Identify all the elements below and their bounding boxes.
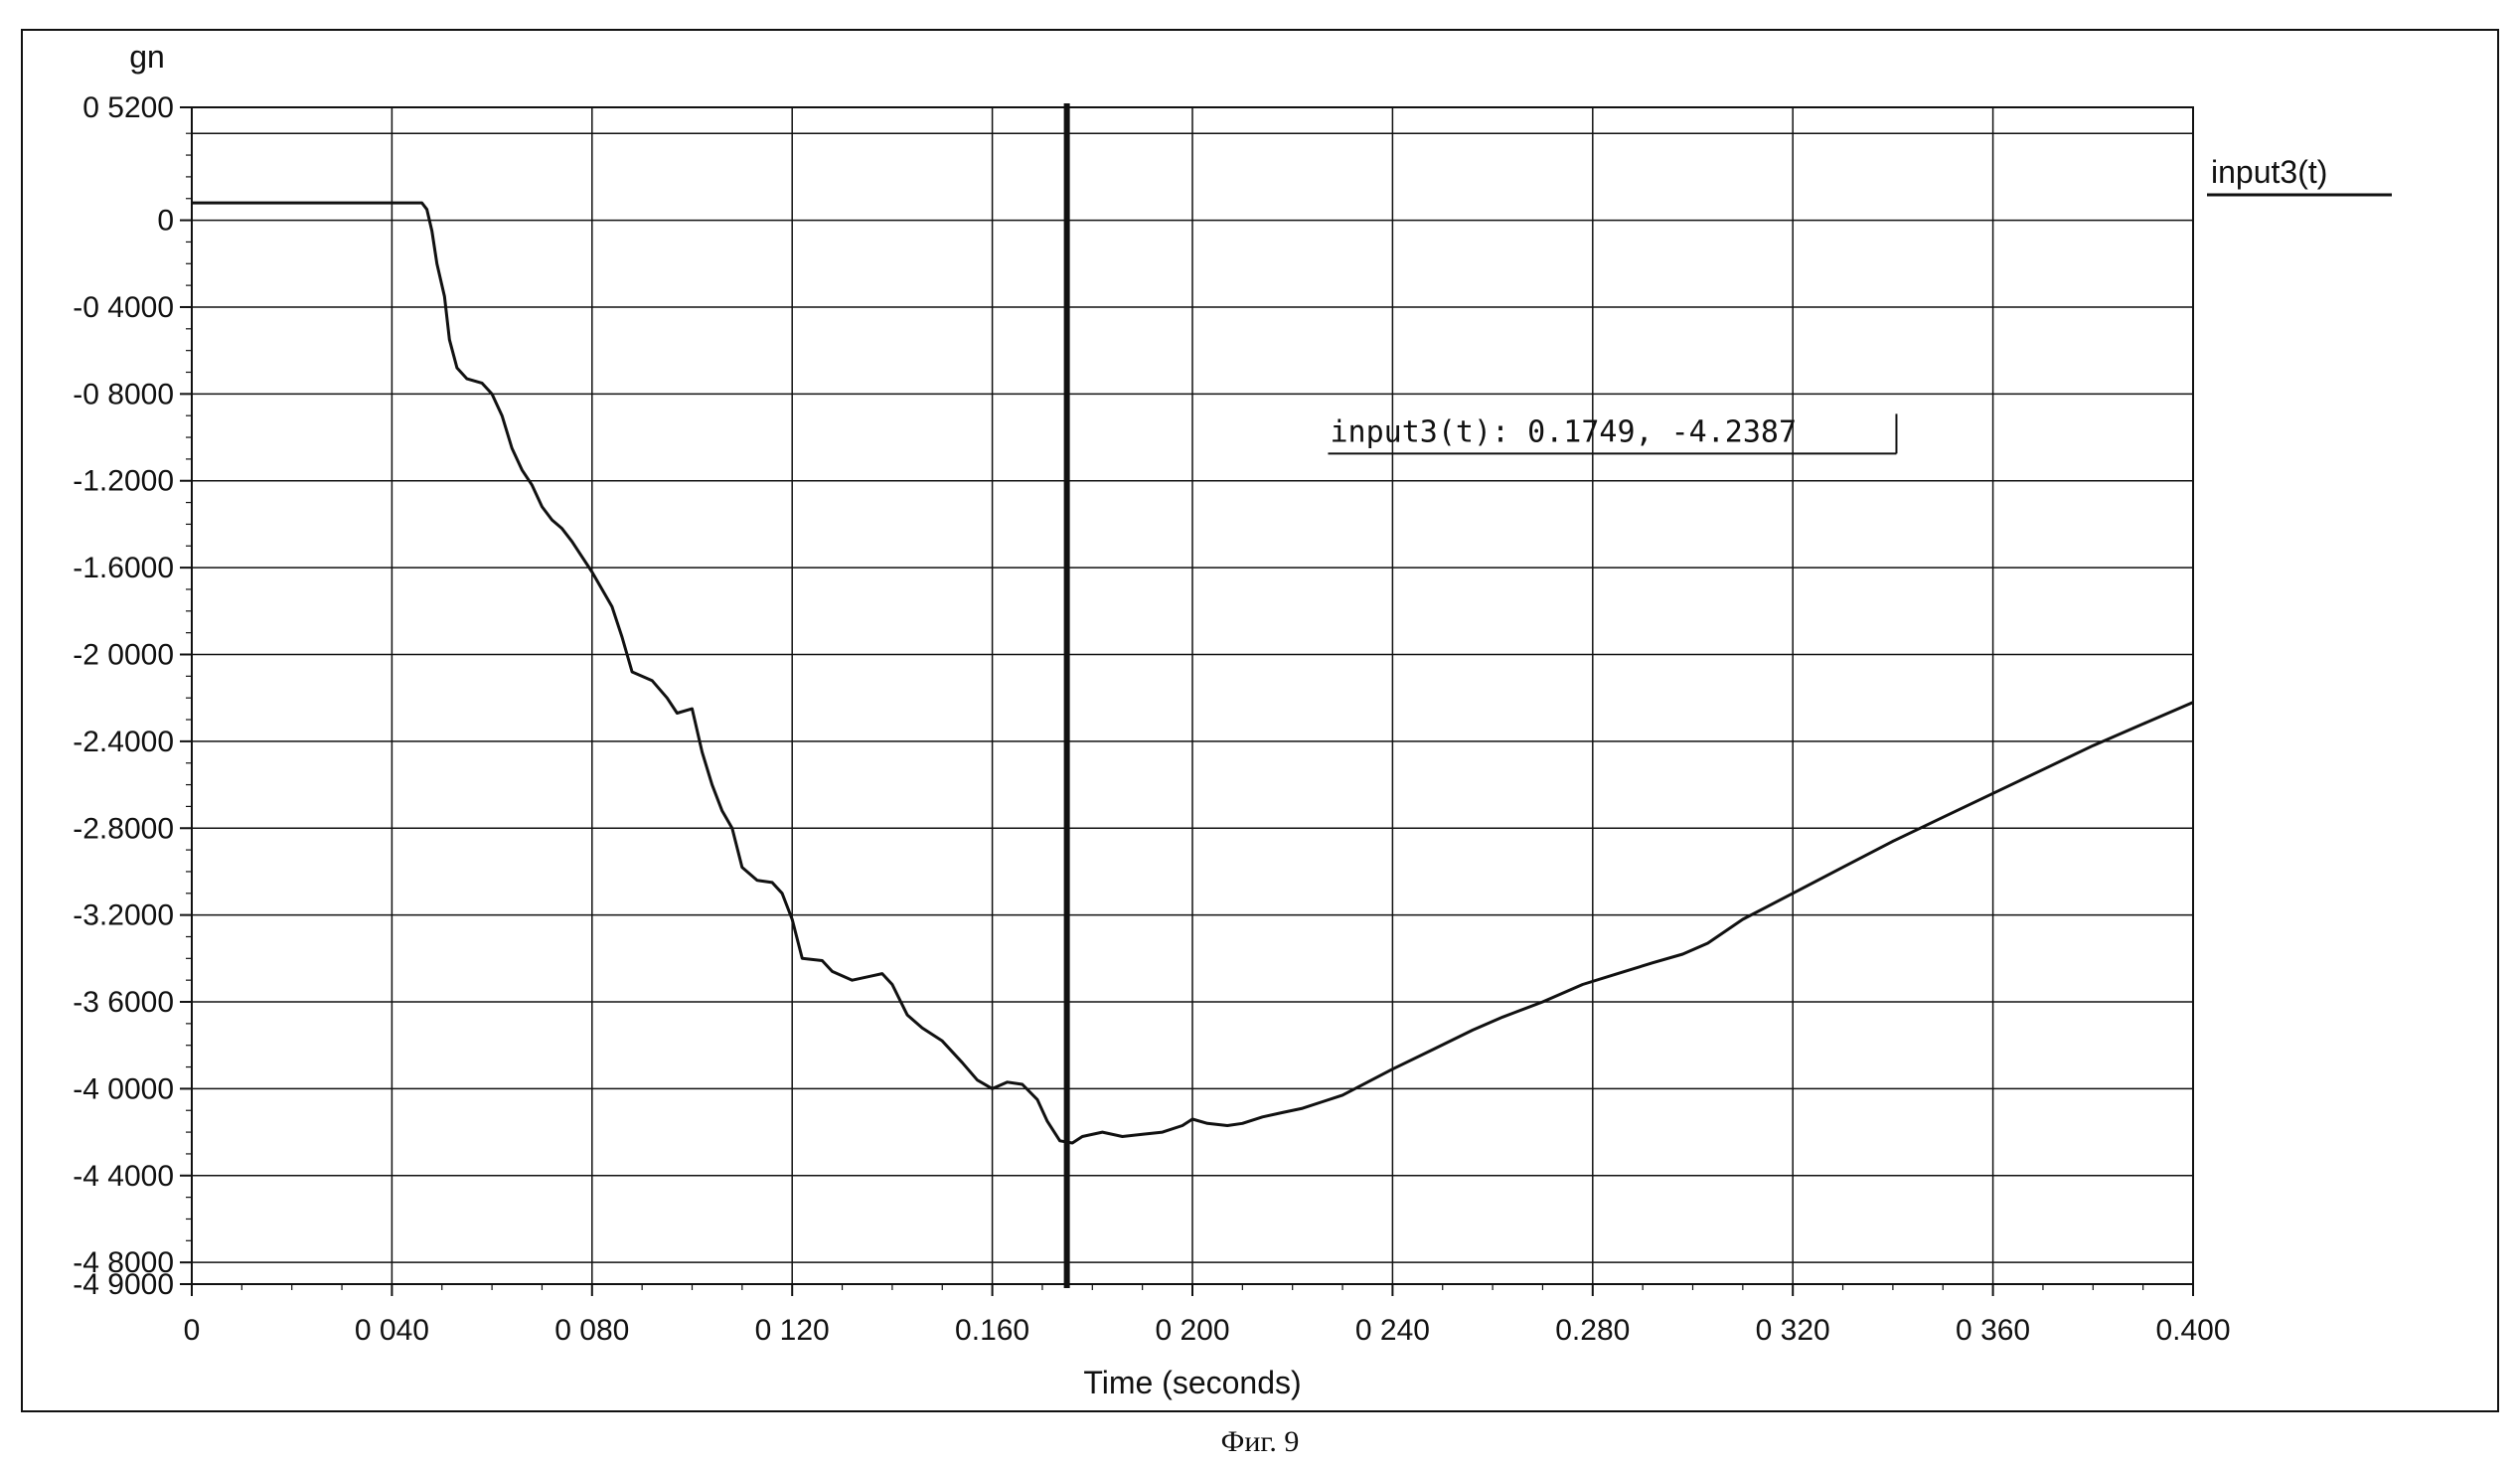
y-tick-label: -0 4000 xyxy=(73,291,174,324)
y-tick-label: -2 0000 xyxy=(73,638,174,671)
y-tick-label: -4 8000 xyxy=(73,1246,174,1279)
y-tick-label: -1.6000 xyxy=(73,552,174,584)
x-tick-label: 0 240 xyxy=(1355,1314,1430,1347)
series-lines xyxy=(192,201,2194,1145)
series-line-input3 xyxy=(192,201,2194,1145)
x-tick-label: 0 200 xyxy=(1155,1314,1229,1347)
y-tick-label: -4 0000 xyxy=(73,1072,174,1105)
x-tick-label: 0 040 xyxy=(355,1314,429,1347)
y-axis-label: gn xyxy=(129,39,165,75)
chart-outer-frame xyxy=(21,29,2499,1412)
y-tick-label: -4 4000 xyxy=(73,1160,174,1193)
figure-caption: Фиг. 9 xyxy=(1221,1425,1300,1458)
y-tick-label: -3 6000 xyxy=(73,986,174,1019)
x-axis-label: Time (seconds) xyxy=(1083,1365,1301,1400)
y-tick-label: 0 xyxy=(157,205,174,238)
y-tick-label: -3.2000 xyxy=(73,899,174,932)
legend-entry-input3: input3(t) xyxy=(2211,154,2327,190)
y-tick-label: -4 9000 xyxy=(73,1268,174,1301)
x-tick-label: 0 xyxy=(184,1314,201,1347)
x-tick-label: 0 120 xyxy=(755,1314,830,1347)
x-tick-label: 0 080 xyxy=(554,1314,629,1347)
y-tick-label: 0 5200 xyxy=(82,91,174,124)
y-tick-label: -2.8000 xyxy=(73,812,174,845)
cursor[interactable]: input3(t): 0.1749, -4.2387 xyxy=(1063,103,1898,1288)
y-axis: 0 5200 0 -0 4000 -0 8000 -1.2000 -1.6000 -2 00… xyxy=(73,91,192,1301)
y-tick-label: -1.2000 xyxy=(73,465,174,498)
x-tick-label: 0 320 xyxy=(1756,1314,1830,1347)
y-tick-label: -2.4000 xyxy=(73,726,174,758)
grid-lines xyxy=(191,106,2194,1285)
x-axis: 0 0 040 0 080 0 120 0.160 0 200 0 240 0.280 0 32… xyxy=(184,1284,2231,1347)
x-tick-label: 0.400 xyxy=(2155,1314,2230,1347)
x-tick-label: 0.160 xyxy=(955,1314,1029,1347)
legend: input3(t) xyxy=(2207,154,2392,197)
y-tick-label: -0 8000 xyxy=(73,378,174,410)
x-tick-label: 0.280 xyxy=(1555,1314,1630,1347)
cursor-readout: input3(t): 0.1749, -4.2387 xyxy=(1330,414,1797,449)
x-tick-label: 0 360 xyxy=(1956,1314,2030,1347)
